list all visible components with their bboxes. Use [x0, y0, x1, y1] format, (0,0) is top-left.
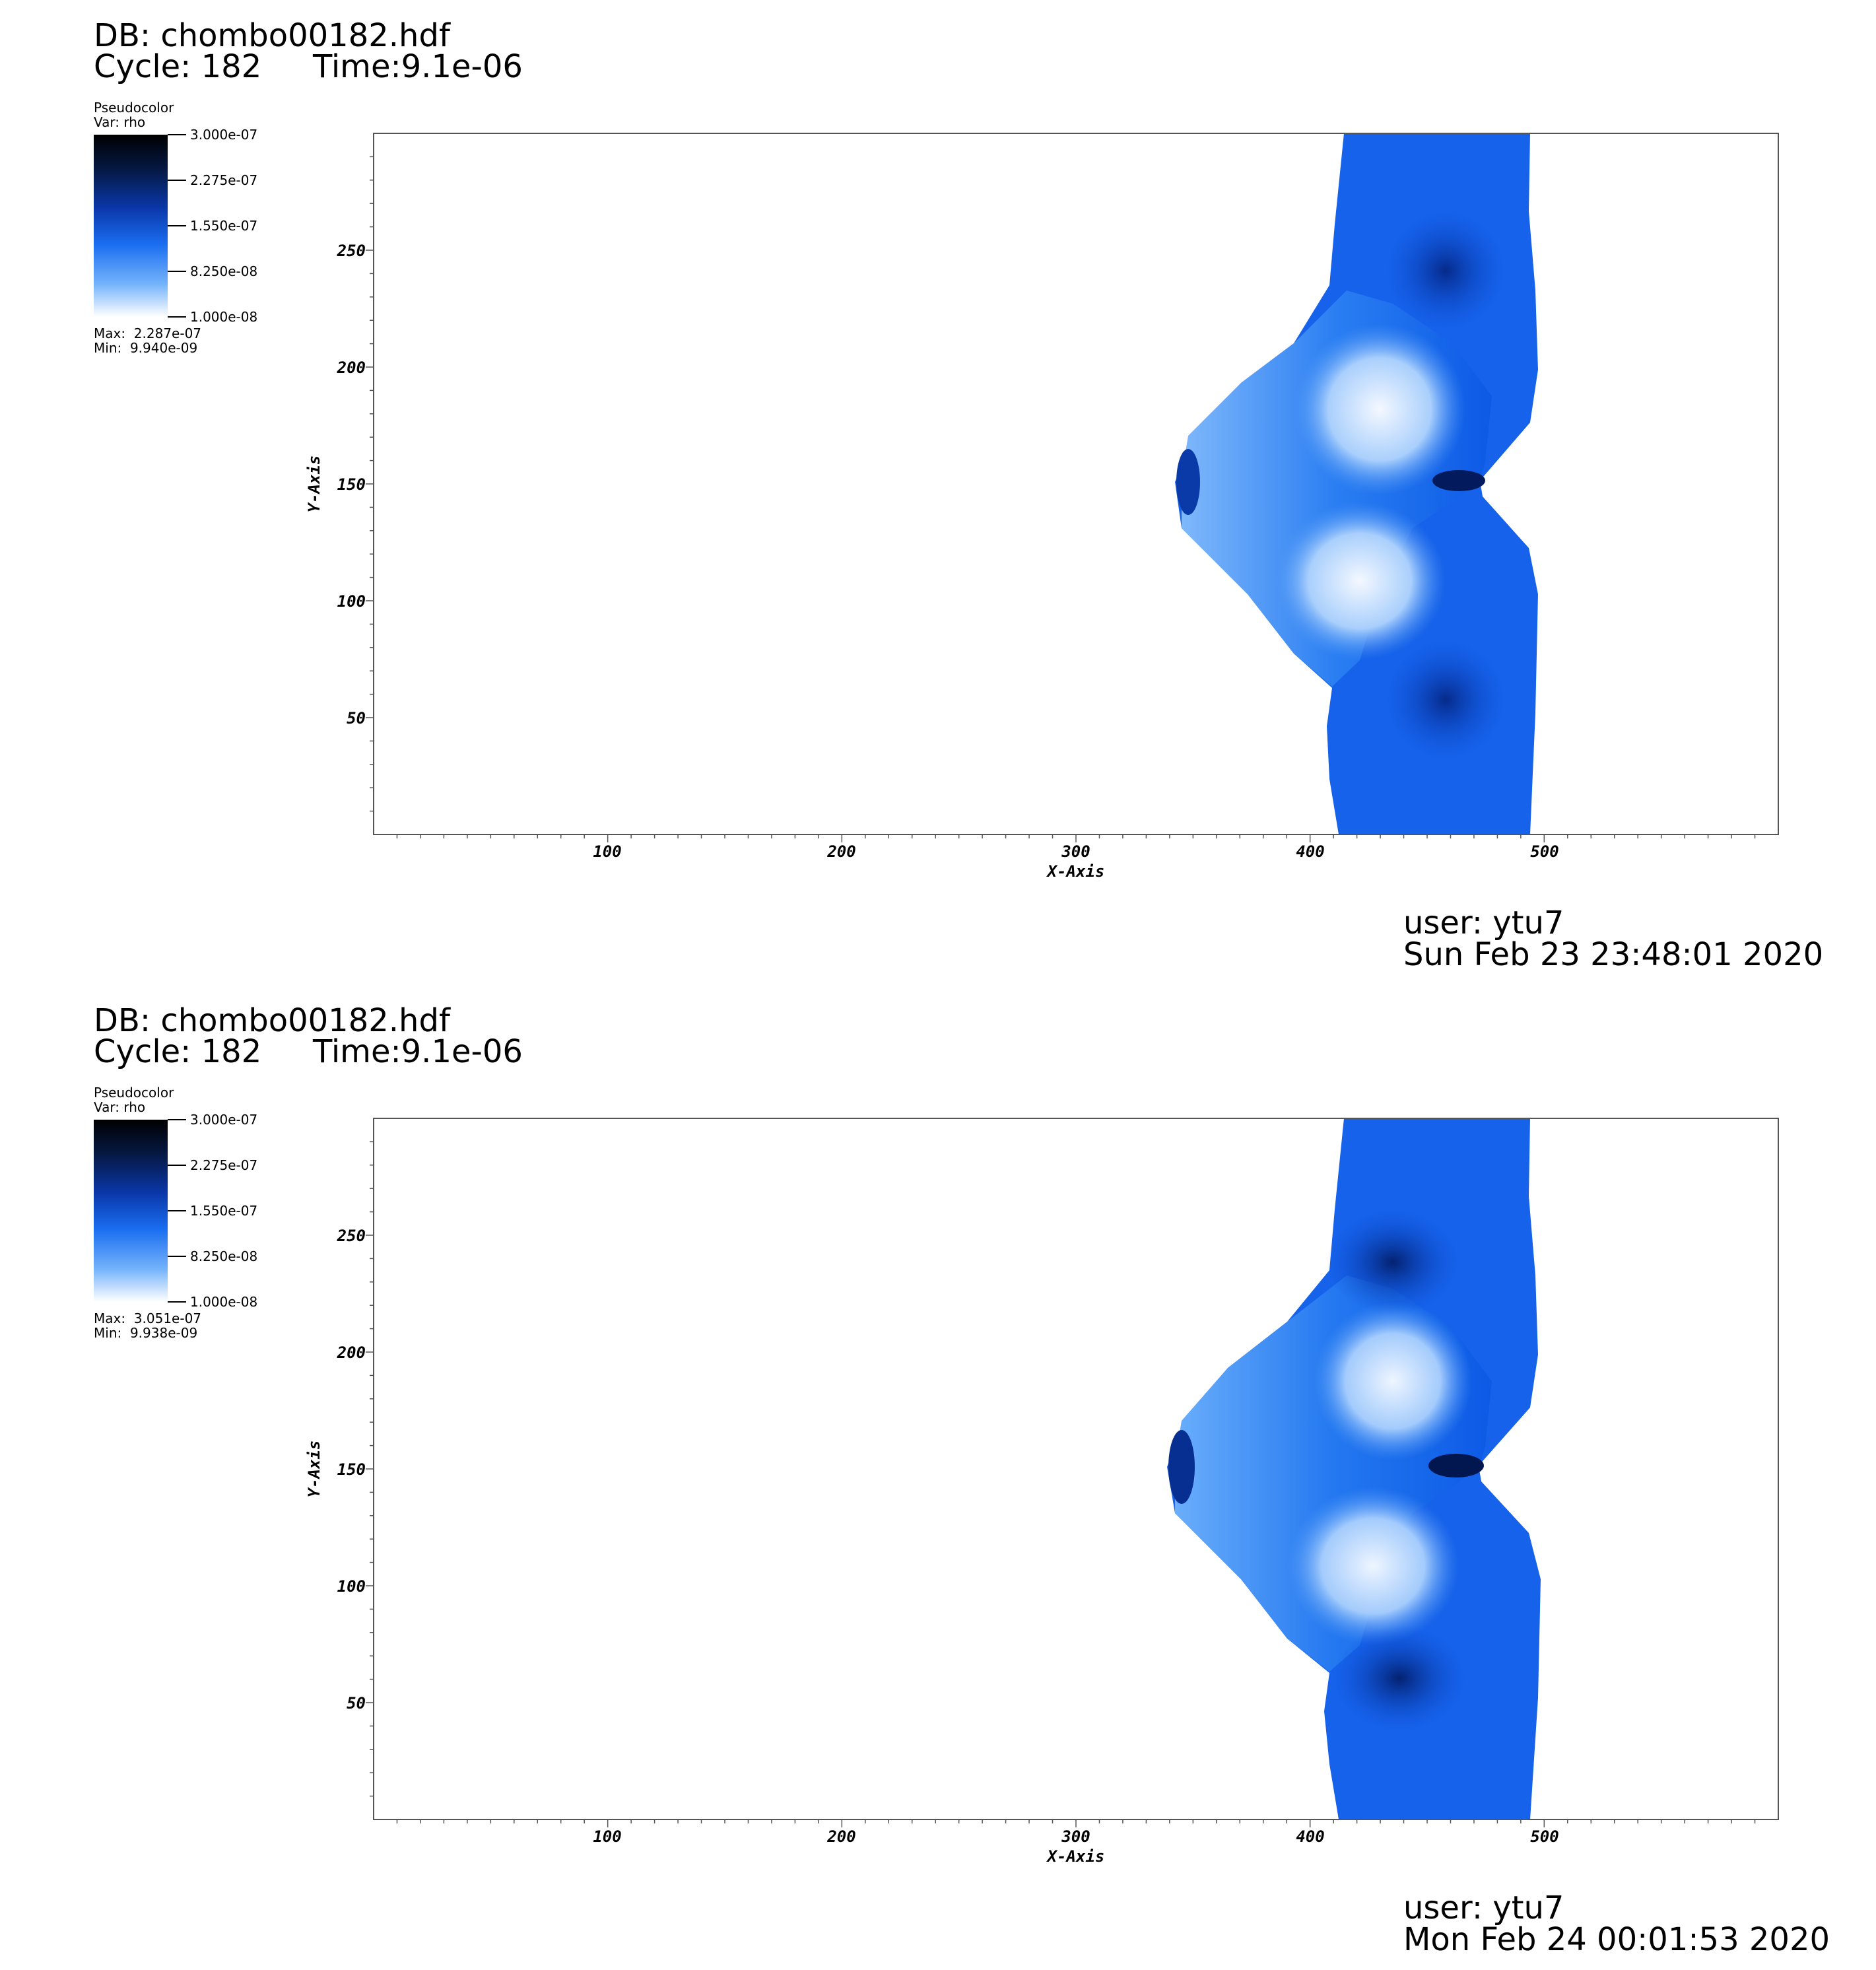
time-label: Time:9.1e-06: [313, 48, 523, 85]
axis-ticks: [366, 156, 1756, 842]
plot-frame: [373, 133, 1779, 835]
density-field: [1175, 133, 1538, 834]
x-tick-label: 300: [1061, 842, 1090, 861]
x-tick-label: 500: [1530, 842, 1558, 861]
colorbar-tick: [168, 271, 186, 272]
colorbar-label: 1.000e-08: [190, 309, 258, 325]
y-tick-label: 150: [337, 475, 366, 494]
colorbar-tick: [168, 180, 186, 181]
x-tick-label: 400: [1296, 1827, 1324, 1846]
colorbar-label: 1.550e-07: [190, 1203, 258, 1219]
y-tick-label: 50: [347, 709, 366, 728]
x-tick-label: 200: [826, 842, 855, 861]
y-tick-label: 250: [337, 242, 366, 260]
time-label: Time:9.1e-06: [313, 1033, 523, 1070]
db-filename: DB: chombo00182.hdf: [94, 17, 450, 54]
db-filename: DB: chombo00182.hdf: [94, 1002, 450, 1039]
colorbar-tick: [168, 1165, 186, 1166]
y-tick-label: 50: [347, 1694, 366, 1713]
colorbar-tick: [168, 1256, 186, 1257]
y-tick-label: 100: [337, 592, 366, 611]
date-label: Mon Feb 24 00:01:53 2020: [1403, 1921, 1830, 1958]
axis-ticks: [366, 1141, 1756, 1827]
colorbar-label: 3.000e-07: [190, 1112, 258, 1128]
y-tick-label: 150: [337, 1460, 366, 1479]
x-tick-label: 400: [1296, 842, 1324, 861]
legend-max: Max: 3.051e-07: [94, 1310, 202, 1326]
colorbar-tick: [168, 134, 186, 135]
density-field: [1167, 1118, 1541, 1819]
x-axis-title: X-Axis: [1046, 1847, 1105, 1866]
colorbar-label: 2.275e-07: [190, 1157, 258, 1173]
y-tick-label: 200: [337, 1343, 366, 1362]
colorbar-tick: [168, 1210, 186, 1211]
legend-min: Min: 9.938e-09: [94, 1325, 198, 1341]
colorbar: [94, 1120, 168, 1302]
plot-frame: [373, 1118, 1779, 1820]
colorbar: [94, 135, 168, 317]
legend-var: Var: rho: [94, 1099, 146, 1115]
x-tick-label: 100: [593, 1827, 621, 1846]
cycle-label: Cycle: 182: [94, 48, 262, 85]
colorbar-label: 1.550e-07: [190, 218, 258, 234]
y-tick-label: 250: [337, 1227, 366, 1245]
colorbar-tick: [168, 225, 186, 226]
colorbar-tick: [168, 1301, 186, 1303]
user-label: user: ytu7: [1403, 1889, 1564, 1926]
y-tick-label: 200: [337, 358, 366, 377]
y-axis-title: Y-Axis: [305, 1441, 323, 1498]
legend-max: Max: 2.287e-07: [94, 325, 202, 341]
y-tick-label: 100: [337, 1577, 366, 1596]
legend-title: Pseudocolor: [94, 1085, 174, 1101]
plot-panel-2: DB: chombo00182.hdf Cycle: 182 Time:9.1e…: [0, 985, 1876, 1970]
colorbar-tick: [168, 316, 186, 318]
date-label: Sun Feb 23 23:48:01 2020: [1403, 936, 1824, 973]
plot-area: 100 200 300 400 500 50 100 150 200 250 X…: [305, 1118, 1779, 1866]
colorbar-tick: [168, 1119, 186, 1120]
x-tick-label: 500: [1530, 1827, 1558, 1846]
plot-panel-1: DB: chombo00182.hdf Cycle: 182 Time:9.1e…: [94, 17, 1824, 973]
colorbar-label: 8.250e-08: [190, 1248, 258, 1264]
y-axis-title: Y-Axis: [305, 456, 323, 513]
x-tick-label: 200: [826, 1827, 855, 1846]
colorbar-label: 1.000e-08: [190, 1294, 258, 1310]
user-label: user: ytu7: [1403, 904, 1564, 941]
legend-min: Min: 9.940e-09: [94, 340, 198, 356]
plot-area: 100 200 300 400 500 50 100 150 200 250 X…: [305, 133, 1779, 881]
x-axis-title: X-Axis: [1046, 862, 1105, 881]
legend-var: Var: rho: [94, 114, 146, 130]
colorbar-label: 2.275e-07: [190, 172, 258, 188]
x-tick-label: 300: [1061, 1827, 1090, 1846]
colorbar-label: 3.000e-07: [190, 127, 258, 143]
colorbar-label: 8.250e-08: [190, 263, 258, 279]
x-tick-label: 100: [593, 842, 621, 861]
legend-title: Pseudocolor: [94, 100, 174, 116]
cycle-label: Cycle: 182: [94, 1033, 262, 1070]
